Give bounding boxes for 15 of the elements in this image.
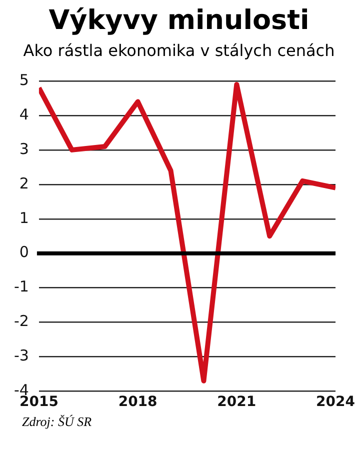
text: Zdroj: ŠÚ SR <box>22 414 93 430</box>
chart-subtitle: Ako rástla ekonomika v stálych cenách <box>22 40 336 62</box>
y-tick-label: 4 <box>19 105 29 124</box>
x-tick-label: 2021 <box>217 394 256 410</box>
x-tick-label: 2024 <box>316 394 356 410</box>
x-tick-label: 2018 <box>118 394 158 410</box>
y-tick-label: 3 <box>19 140 29 158</box>
y-tick-label: 2 <box>19 174 29 192</box>
chart-title: Výkyvy minulosti <box>48 4 310 38</box>
y-tick-label: 1 <box>19 208 29 227</box>
y-tick-label: 0 <box>19 243 29 262</box>
y-tick-label: 5 <box>19 70 29 89</box>
y-tick-label: -2 <box>14 312 29 330</box>
y-tick-label: -1 <box>14 278 29 296</box>
y-tick-label: -3 <box>14 346 29 365</box>
